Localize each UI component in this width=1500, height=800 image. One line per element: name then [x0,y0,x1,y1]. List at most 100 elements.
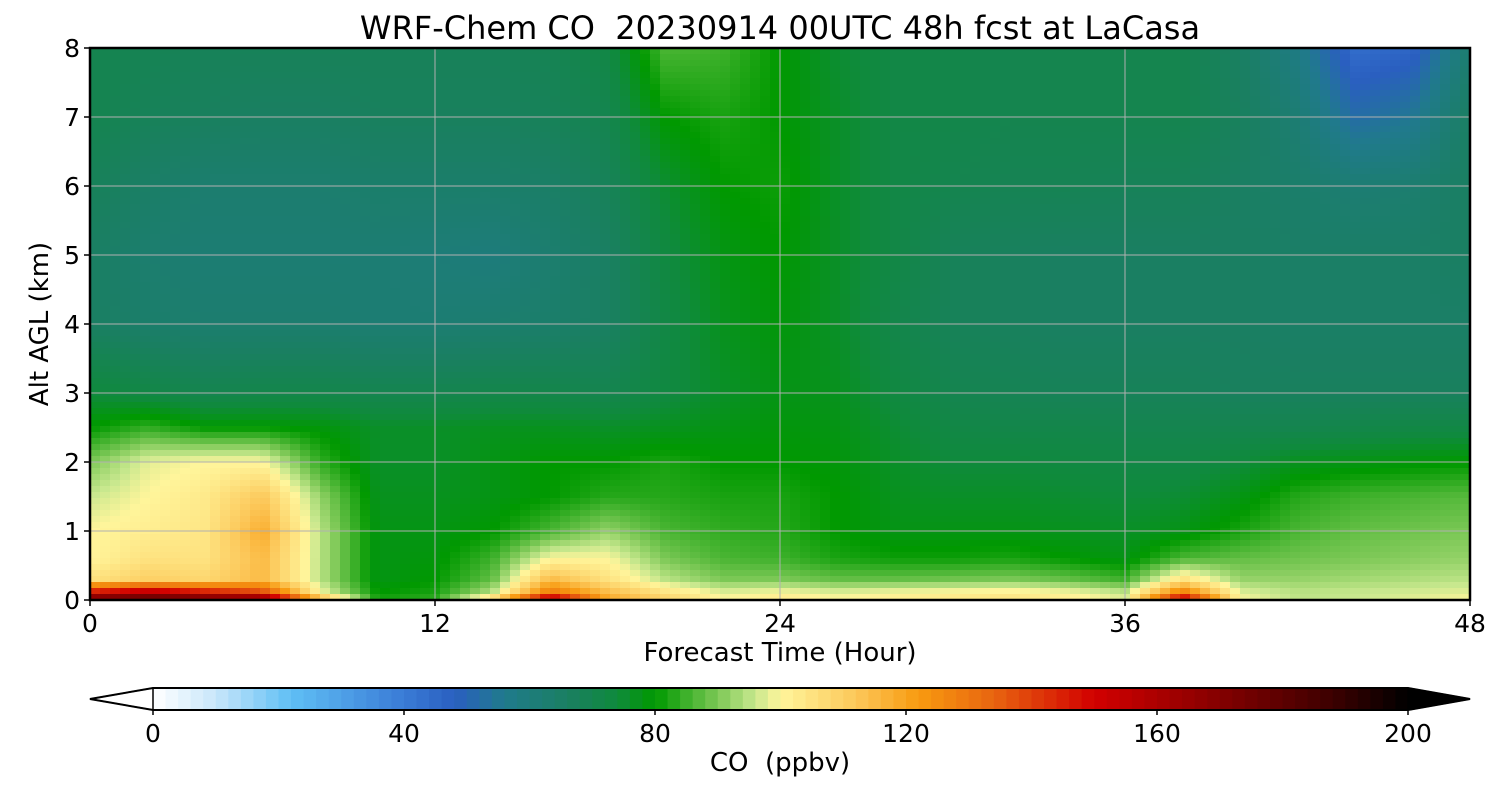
heatmap-cell [610,192,621,199]
heatmap-cell [1230,120,1241,127]
heatmap-cell [550,222,561,229]
heatmap-cell [550,144,561,151]
heatmap-cell [1280,156,1291,163]
heatmap-cell [470,246,481,253]
heatmap-cell [1240,72,1251,79]
heatmap-cell [790,258,801,265]
heatmap-cell [210,126,221,133]
heatmap-cell [770,234,781,241]
heatmap-cell [1350,144,1361,151]
heatmap-cell [460,126,471,133]
heatmap-cell [590,84,601,91]
heatmap-cell [440,144,451,151]
heatmap-cell [840,204,851,211]
heatmap-cell [480,138,491,145]
heatmap-cell [890,186,901,193]
heatmap-cell [360,246,371,253]
heatmap-cell [1100,84,1111,91]
heatmap-cell [1050,180,1061,187]
heatmap-cell [870,126,881,133]
heatmap-cell [810,132,821,139]
heatmap-cell [90,168,101,175]
heatmap-cell [600,96,611,103]
heatmap-cell [1010,258,1021,265]
heatmap-cell [1040,240,1051,247]
heatmap-cell [620,78,631,85]
heatmap-cell [340,90,351,97]
heatmap-cell [640,246,651,253]
heatmap-cell [670,198,681,205]
heatmap-cell [1150,132,1161,139]
heatmap-cell [1310,72,1321,79]
heatmap-cell [1420,204,1431,211]
heatmap-cell [570,54,581,61]
heatmap-cell [830,144,841,151]
heatmap-cell [380,156,391,163]
heatmap-cell [100,138,111,145]
heatmap-cell [900,162,911,169]
heatmap-cell [1400,216,1411,223]
heatmap-cell [560,120,571,127]
heatmap-cell [630,66,641,73]
heatmap-cell [1320,78,1331,85]
heatmap-cell [940,126,951,133]
heatmap-cell [370,72,381,79]
heatmap-cell [340,180,351,187]
heatmap-cell [530,66,541,73]
heatmap-cell [1080,246,1091,253]
heatmap-cell [260,198,271,205]
heatmap-cell [230,198,241,205]
heatmap-cell [1270,186,1281,193]
heatmap-cell [1030,78,1041,85]
heatmap-cell [1170,66,1181,73]
heatmap-cell [1390,240,1401,247]
heatmap-cell [250,234,261,241]
heatmap-cell [960,240,971,247]
heatmap-cell [750,156,761,163]
heatmap-cell [740,90,751,97]
heatmap-cell [1350,150,1361,157]
heatmap-cell [1180,240,1191,247]
heatmap-cell [670,180,681,187]
heatmap-cell [450,96,461,103]
heatmap-cell [590,180,601,187]
heatmap-cell [1040,90,1051,97]
heatmap-cell [1320,228,1331,235]
heatmap-cell [280,120,291,127]
heatmap-cell [1060,72,1071,79]
heatmap-cell [790,180,801,187]
heatmap-cell [1210,90,1221,97]
heatmap-cell [750,180,761,187]
heatmap-cell [1130,144,1141,151]
heatmap-cell [880,72,891,79]
heatmap-cell [1040,132,1051,139]
heatmap-cell [450,204,461,211]
heatmap-cell [1270,144,1281,151]
heatmap-cell [150,258,161,265]
heatmap-cell [210,204,221,211]
heatmap-cell [1280,138,1291,145]
heatmap-cell [1230,162,1241,169]
heatmap-cell [1330,204,1341,211]
heatmap-cell [1420,102,1431,109]
heatmap-cell [460,156,471,163]
heatmap-cell [1140,90,1151,97]
heatmap-cell [1040,48,1051,55]
heatmap-cell [1380,222,1391,229]
heatmap-cell [450,120,461,127]
heatmap-cell [360,216,371,223]
heatmap-cell [730,126,741,133]
heatmap-cell [970,234,981,241]
heatmap-cell [1070,222,1081,229]
heatmap-cell [160,186,171,193]
heatmap-cell [100,102,111,109]
heatmap-cell [140,180,151,187]
heatmap-cell [840,258,851,265]
heatmap-cell [490,228,501,235]
heatmap-cell [750,48,761,55]
heatmap-cell [620,102,631,109]
heatmap-cell [710,120,721,127]
heatmap-cell [440,60,451,67]
heatmap-cell [1350,258,1361,265]
heatmap-cell [480,246,491,253]
